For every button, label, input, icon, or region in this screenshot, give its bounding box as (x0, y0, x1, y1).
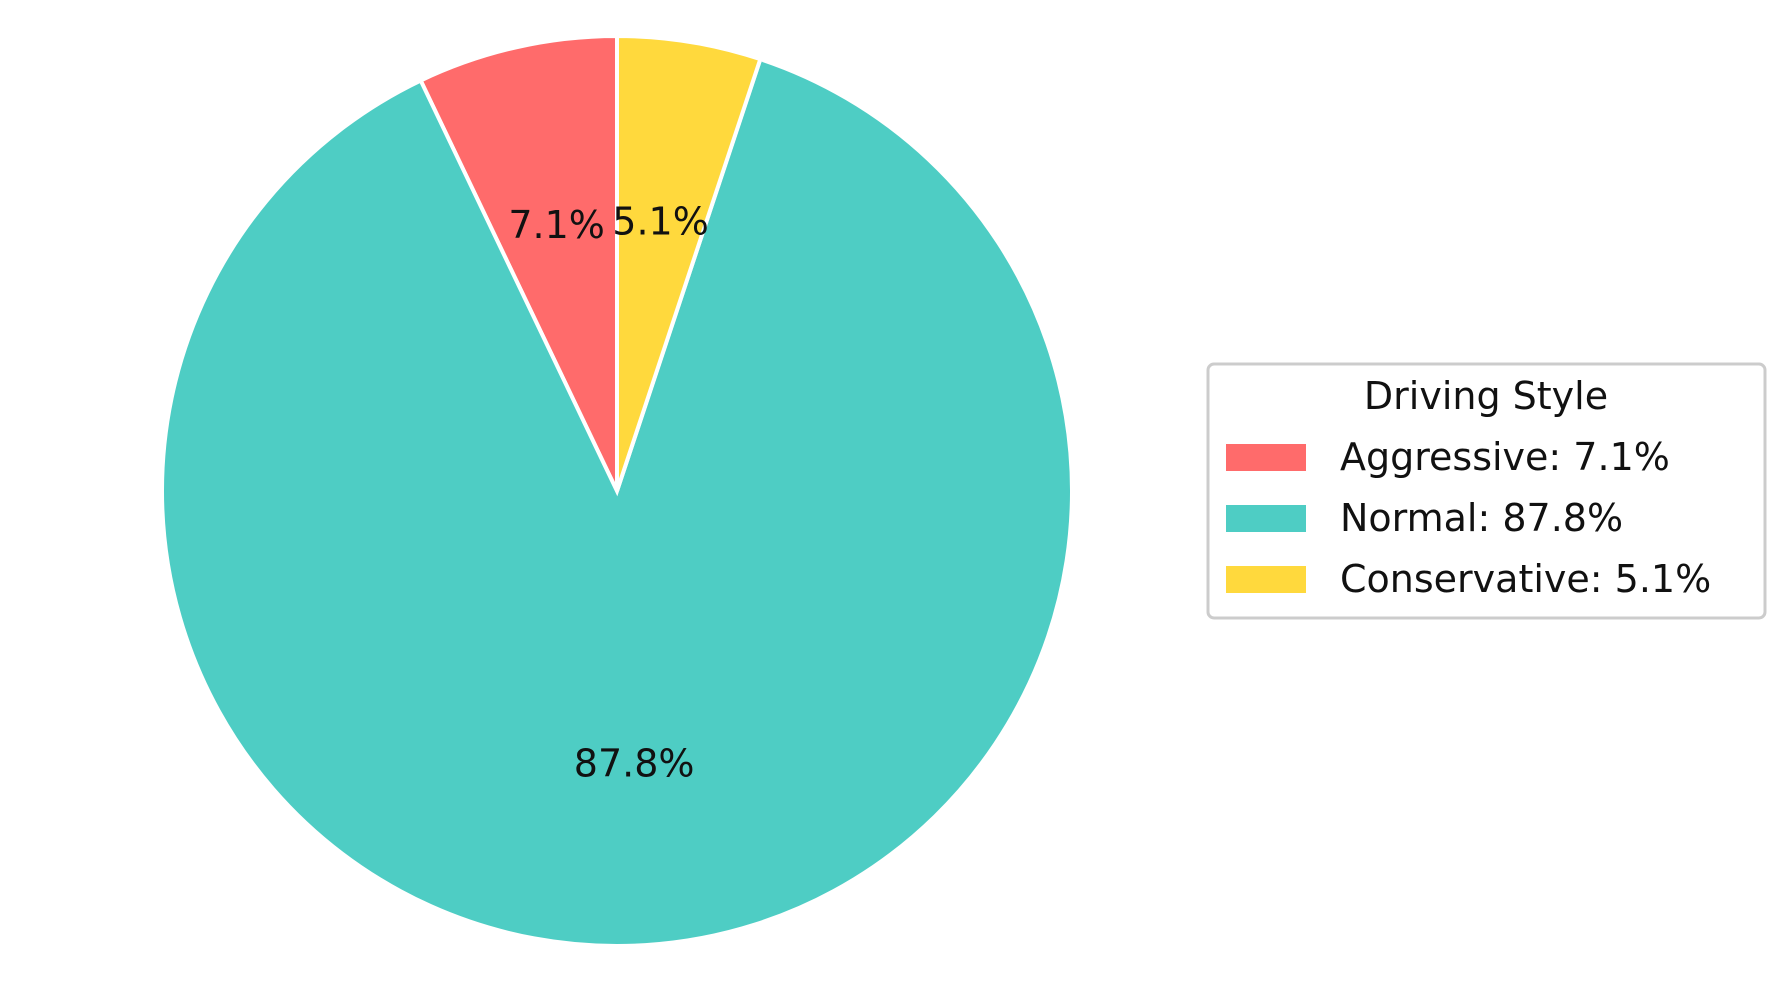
slice-label-normal: 87.8% (574, 741, 695, 785)
legend: Driving Style Aggressive: 7.1% Normal: 87… (1206, 362, 1767, 620)
pie-slice-aggressive (418, 33, 619, 492)
legend-swatch-conservative (1226, 566, 1306, 593)
legend-swatch-aggressive (1226, 444, 1306, 471)
legend-label-aggressive: Aggressive: 7.1% (1340, 435, 1670, 479)
legend-swatch-normal (1226, 505, 1306, 532)
legend-label-normal: Normal: 87.8% (1340, 496, 1623, 540)
legend-label-conservative: Conservative: 5.1% (1340, 557, 1711, 601)
slice-label-conservative: 5.1% (612, 199, 709, 243)
legend-frame (1206, 362, 1767, 620)
pie-slice-normal (160, 56, 1074, 948)
pie-slices (160, 33, 1074, 948)
pie-slice-conservative (615, 33, 763, 492)
slice-label-aggressive: 7.1% (508, 203, 605, 247)
legend-entries: Aggressive: 7.1% Normal: 87.8% Conservativ… (1226, 435, 1711, 601)
pie-slice-labels: 7.1% 87.8% 5.1% (508, 199, 708, 785)
legend-title: Driving Style (1364, 374, 1608, 418)
